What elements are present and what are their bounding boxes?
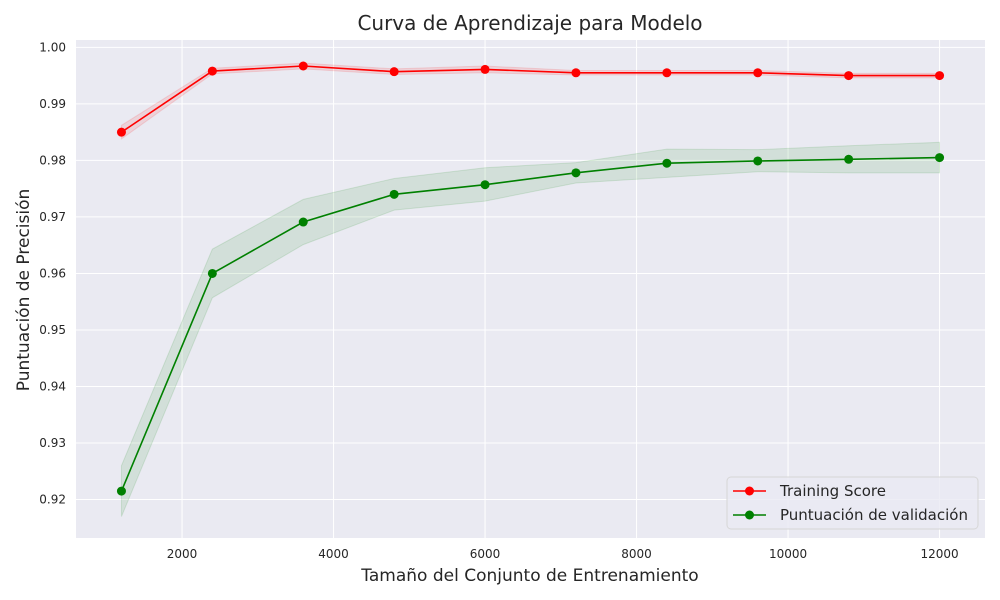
confidence-band-2 bbox=[120, 141, 941, 517]
y-tick-label: 0.96 bbox=[39, 266, 66, 280]
y-tick-label: 0.97 bbox=[39, 210, 66, 224]
data-point bbox=[844, 154, 854, 164]
y-tick-label: 0.98 bbox=[39, 153, 66, 167]
data-point bbox=[207, 66, 217, 76]
y-tick-label: 0.94 bbox=[39, 380, 66, 394]
y-axis-label: Puntuación de Precisión bbox=[14, 189, 34, 392]
y-tick-label: 0.92 bbox=[39, 493, 66, 507]
y-tick-label: 0.99 bbox=[39, 97, 66, 111]
data-point bbox=[662, 158, 672, 168]
chart-title: Curva de Aprendizaje para Modelo bbox=[357, 11, 702, 35]
data-point bbox=[935, 71, 945, 81]
data-point bbox=[935, 153, 945, 163]
legend-marker bbox=[745, 510, 754, 520]
data-point bbox=[662, 68, 672, 78]
legend-label: Puntuación de validación bbox=[780, 506, 968, 524]
y-tick-label: 1.00 bbox=[39, 40, 66, 54]
x-tick-label: 12000 bbox=[920, 547, 958, 561]
y-tick-label: 0.95 bbox=[39, 323, 66, 337]
y-tick-label: 0.93 bbox=[39, 436, 66, 450]
data-point bbox=[389, 189, 399, 199]
data-point bbox=[298, 61, 308, 71]
data-point bbox=[571, 168, 581, 178]
data-point bbox=[116, 486, 126, 496]
data-point bbox=[116, 127, 126, 137]
data-point bbox=[753, 68, 763, 78]
series-line-1 bbox=[121, 65, 940, 133]
x-tick-label: 4000 bbox=[318, 547, 349, 561]
plot-area bbox=[76, 40, 985, 538]
legend-marker bbox=[745, 486, 754, 496]
x-axis-ticks: 2000 4000 6000 8000 10000 12000 bbox=[167, 547, 959, 561]
y-axis-ticks: 0.92 0.93 0.94 0.95 0.96 0.97 0.98 0.99 1.00 bbox=[39, 40, 66, 506]
series-points bbox=[116, 61, 945, 496]
x-axis-label: Tamaño del Conjunto de Entrenamiento bbox=[360, 566, 698, 586]
series-line-2 bbox=[120, 156, 940, 492]
data-point bbox=[389, 67, 399, 77]
legend-label: Training Score bbox=[779, 482, 886, 500]
x-tick-label: 10000 bbox=[769, 547, 807, 561]
data-point bbox=[480, 180, 490, 190]
data-point bbox=[480, 64, 490, 74]
data-point bbox=[298, 217, 308, 227]
data-point bbox=[571, 68, 581, 78]
data-point bbox=[207, 268, 217, 278]
grid-lines bbox=[76, 40, 985, 538]
series-lines bbox=[120, 65, 940, 492]
legend: Training Score Puntuación de validación bbox=[726, 476, 979, 530]
legend-box bbox=[726, 476, 979, 530]
data-point bbox=[844, 71, 854, 81]
x-tick-label: 2000 bbox=[167, 547, 198, 561]
x-tick-label: 6000 bbox=[470, 547, 501, 561]
x-tick-label: 8000 bbox=[621, 547, 652, 561]
data-point bbox=[753, 156, 763, 166]
